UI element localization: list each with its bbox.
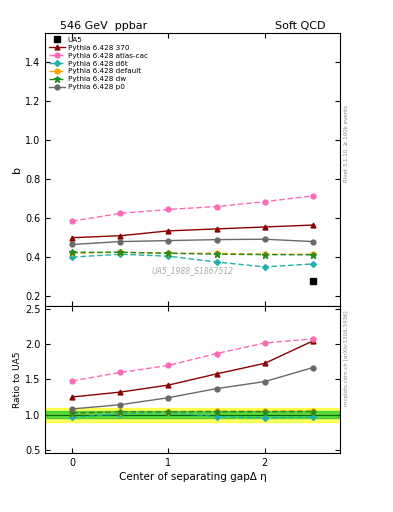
Text: Soft QCD: Soft QCD [275, 21, 325, 31]
Pythia 6.428 p0 [263, 236, 267, 242]
Line: Pythia 6.428 p0: Pythia 6.428 p0 [70, 237, 316, 247]
Pythia 6.428 default [310, 251, 315, 258]
Line: Pythia 6.428 dw: Pythia 6.428 dw [69, 249, 316, 258]
Pythia 6.428 dw [310, 252, 315, 258]
Pythia 6.428 dw [118, 249, 123, 255]
Pythia 6.428 370 [263, 224, 267, 230]
Pythia 6.428 dw [263, 251, 267, 258]
Pythia 6.428 default [70, 250, 75, 257]
Text: UA5_1988_S1867512: UA5_1988_S1867512 [152, 266, 233, 275]
Pythia 6.428 370 [166, 228, 171, 234]
Pythia 6.428 dw [166, 250, 171, 257]
Pythia 6.428 d6t [310, 261, 315, 267]
Pythia 6.428 d6t [118, 251, 123, 258]
Pythia 6.428 atlas-cac [166, 206, 171, 212]
X-axis label: Center of separating gapΔ η: Center of separating gapΔ η [119, 472, 266, 482]
Pythia 6.428 370 [70, 234, 75, 241]
Pythia 6.428 p0 [166, 238, 171, 244]
Line: Pythia 6.428 370: Pythia 6.428 370 [70, 223, 316, 240]
Legend: UA5, Pythia 6.428 370, Pythia 6.428 atlas-cac, Pythia 6.428 d6t, Pythia 6.428 de: UA5, Pythia 6.428 370, Pythia 6.428 atla… [47, 35, 150, 92]
Bar [45, 411, 340, 418]
Pythia 6.428 default [214, 250, 219, 257]
Line: Pythia 6.428 atlas-cac: Pythia 6.428 atlas-cac [70, 194, 316, 224]
Pythia 6.428 p0 [118, 239, 123, 245]
Pythia 6.428 atlas-cac [263, 199, 267, 205]
Pythia 6.428 default [118, 249, 123, 255]
Pythia 6.428 default [166, 250, 171, 257]
Pythia 6.428 atlas-cac [310, 193, 315, 199]
Pythia 6.428 p0 [214, 237, 219, 243]
Pythia 6.428 370 [310, 222, 315, 228]
Text: 546 GeV  ppbar: 546 GeV ppbar [60, 21, 147, 31]
Pythia 6.428 dw [214, 251, 219, 258]
Bar [45, 408, 340, 421]
Pythia 6.428 dw [70, 249, 75, 255]
Pythia 6.428 p0 [310, 239, 315, 245]
Pythia 6.428 atlas-cac [118, 210, 123, 217]
Pythia 6.428 370 [118, 232, 123, 239]
Pythia 6.428 d6t [263, 264, 267, 270]
Pythia 6.428 d6t [214, 259, 219, 265]
Text: mcplots.cern.ch [arXiv:1306.3436]: mcplots.cern.ch [arXiv:1306.3436] [344, 311, 349, 406]
Pythia 6.428 default [263, 251, 267, 258]
Pythia 6.428 atlas-cac [214, 203, 219, 209]
Pythia 6.428 d6t [70, 254, 75, 260]
Text: Rivet 3.1.10, ≥ 100k events: Rivet 3.1.10, ≥ 100k events [344, 105, 349, 182]
Pythia 6.428 d6t [166, 253, 171, 259]
Pythia 6.428 p0 [70, 242, 75, 248]
Y-axis label: b: b [12, 166, 22, 173]
Pythia 6.428 atlas-cac [70, 218, 75, 224]
Line: Pythia 6.428 default: Pythia 6.428 default [70, 250, 316, 257]
Line: Pythia 6.428 d6t: Pythia 6.428 d6t [70, 252, 315, 269]
Pythia 6.428 370 [214, 226, 219, 232]
Y-axis label: Ratio to UA5: Ratio to UA5 [13, 351, 22, 408]
